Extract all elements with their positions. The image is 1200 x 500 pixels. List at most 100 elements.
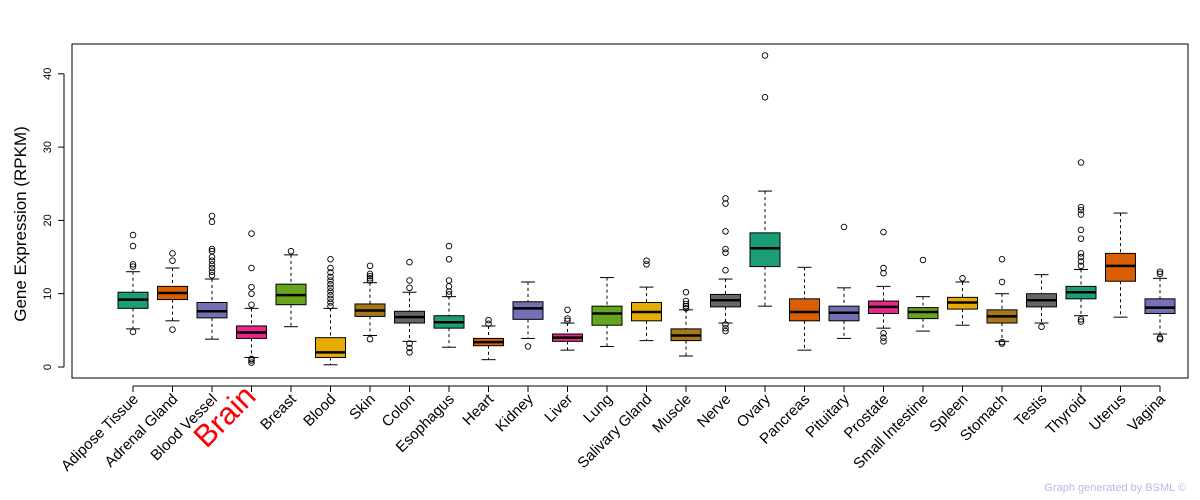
outlier-point (248, 359, 255, 366)
outlier-point (169, 257, 176, 264)
outlier-point (880, 338, 887, 345)
outlier-point (880, 228, 887, 236)
outlier-point (208, 261, 216, 268)
y-tick-label: 0 (42, 364, 54, 370)
outlier-point (406, 344, 413, 352)
outlier-point (129, 328, 137, 336)
box-iqr (749, 232, 781, 268)
outlier-point (406, 349, 413, 356)
outlier-point (208, 218, 216, 226)
outlier-point (366, 275, 374, 282)
outlier-point (327, 269, 334, 276)
outlier-point (445, 288, 453, 295)
y-axis-label: Gene Expression (RPKM) (11, 126, 30, 322)
box-group-prostate (868, 228, 899, 345)
outlier-point (1077, 159, 1085, 166)
outlier-point (880, 264, 887, 272)
outlier-point (327, 280, 334, 288)
outlier-point (682, 300, 690, 308)
box-group-adrenal-gland (157, 250, 188, 333)
outlier-point (129, 231, 137, 239)
outlier-point (406, 340, 413, 347)
box-group-ovary (749, 52, 781, 307)
box-group-heart (473, 316, 504, 361)
box-group-stomach (986, 255, 1018, 347)
outlier-point (208, 212, 216, 220)
box-group-nerve (710, 195, 741, 335)
outlier-point (208, 245, 216, 253)
outlier-point (445, 277, 453, 284)
outlier-point (1077, 206, 1085, 214)
outlier-point (722, 195, 729, 202)
outlier-point (524, 343, 532, 350)
outlier-point (564, 315, 571, 322)
outlier-point (722, 228, 729, 235)
x-category-label: Kidney (492, 390, 537, 435)
y-tick-label: 20 (42, 214, 54, 226)
x-category-label: Liver (541, 391, 576, 426)
box-group-adipose-tissue (117, 231, 149, 336)
outlier-point (366, 272, 374, 280)
outlier-point (880, 330, 887, 337)
outlier-point (722, 200, 729, 207)
x-category-label: Vagina (1125, 390, 1170, 435)
y-tick-label: 40 (42, 68, 54, 80)
box-group-uterus (1105, 212, 1136, 318)
outlier-point (208, 264, 216, 272)
plot-frame (71, 43, 1189, 379)
outlier-point (406, 277, 413, 284)
y-tick-label: 10 (42, 288, 54, 300)
box-layer (117, 52, 1176, 366)
outlier-point (1077, 258, 1085, 265)
outlier-point (129, 261, 137, 268)
outlier-point (643, 257, 650, 264)
outlier-point (129, 263, 137, 270)
outlier-point (880, 334, 887, 341)
outlier-point (682, 302, 690, 310)
outlier-point (327, 291, 334, 299)
outlier-point (366, 277, 374, 284)
box-group-blood-vessel (196, 212, 228, 340)
outlier-point (880, 269, 887, 277)
outlier-point (1077, 235, 1085, 242)
outlier-point (643, 261, 650, 268)
outlier-point (1077, 253, 1085, 261)
x-category-label: Thyroid (1042, 391, 1089, 438)
outlier-point (169, 326, 176, 333)
outlier-point (1077, 226, 1085, 234)
outlier-point (1156, 334, 1164, 341)
outlier-point (445, 255, 453, 263)
outlier-point (366, 262, 374, 270)
box-iqr (512, 301, 544, 320)
outlier-point (998, 278, 1006, 286)
outlier-point (998, 338, 1006, 346)
outlier-point (722, 327, 729, 335)
outlier-point (682, 297, 690, 305)
outlier-point (959, 275, 966, 282)
outlier-point (1156, 268, 1164, 275)
x-category-label: Uterus (1086, 391, 1129, 434)
box-group-brain (236, 230, 267, 366)
outlier-point (208, 257, 216, 264)
outlier-point (722, 324, 729, 332)
credit-text: Graph generated by BSML © (1044, 482, 1186, 494)
outlier-point (485, 316, 492, 324)
outlier-point (761, 52, 769, 59)
outlier-point (485, 320, 492, 328)
outlier-point (208, 247, 216, 255)
box-group-vagina (1144, 268, 1176, 343)
outlier-point (445, 291, 453, 298)
outlier-point (327, 302, 334, 310)
outlier-point (564, 306, 571, 314)
outlier-point (208, 268, 216, 275)
outlier-point (208, 253, 216, 261)
outlier-point (327, 255, 334, 263)
box-group-pancreas (789, 266, 820, 351)
box-group-spleen (947, 275, 978, 326)
outlier-point (1156, 270, 1164, 278)
box-iqr (789, 298, 820, 322)
box-iqr (315, 337, 346, 358)
x-category-label: Skin (346, 391, 379, 424)
box-group-breast (275, 247, 307, 328)
box-group-muscle (670, 288, 702, 357)
